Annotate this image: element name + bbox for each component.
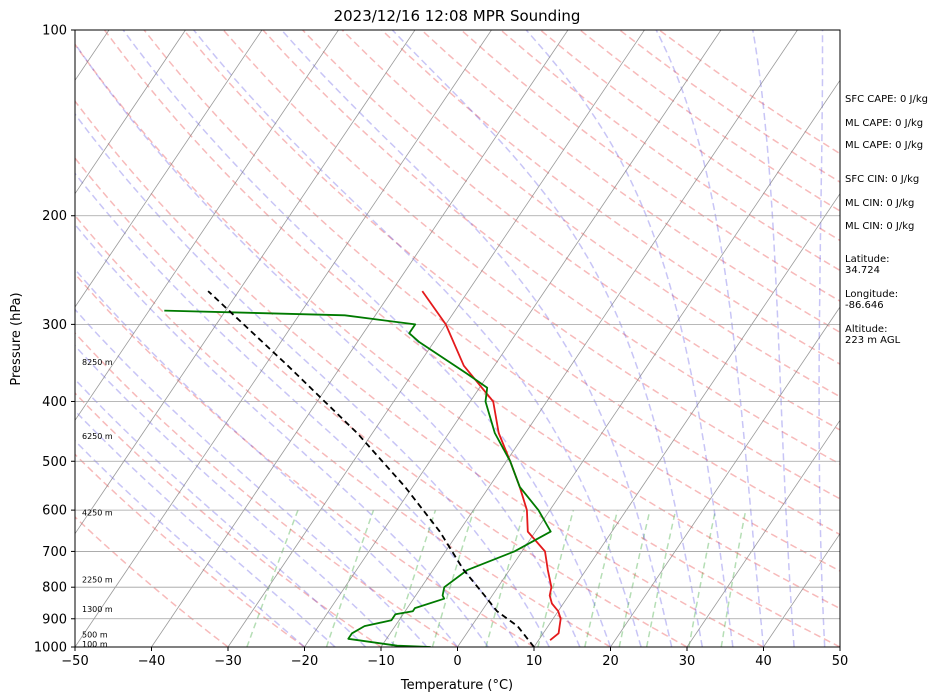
moist-adiabat (75, 409, 336, 647)
dry-adiabat (75, 156, 688, 647)
chart-title: 2023/12/16 12:08 MPR Sounding (334, 7, 581, 25)
y-tick-label: 700 (42, 545, 67, 560)
dry-adiabat (75, 99, 764, 647)
x-tick-label: 10 (526, 654, 543, 669)
y-axis: 100 200 300 400 500 600 700 800 900 1000 (34, 24, 75, 656)
info-label: Latitude: (845, 254, 890, 265)
info-value: -86.646 (845, 300, 884, 311)
isotherm-line (75, 30, 263, 308)
x-axis-title: Temperature (°C) (400, 678, 513, 693)
isotherm-line (533, 192, 840, 647)
dry-adiabat (75, 43, 840, 647)
x-tick-label: 40 (755, 654, 772, 669)
x-tick-label: −30 (214, 654, 241, 669)
x-tick-label: −50 (61, 654, 88, 669)
isotherm-line (686, 419, 840, 647)
isotherm-line (75, 30, 339, 422)
dry-adiabat (103, 30, 840, 610)
dry-adiabat (75, 214, 611, 647)
dry-adiabat (222, 30, 840, 500)
isotherm-line (380, 30, 798, 647)
altitude-label: 4250 m (82, 508, 113, 517)
dry-adiabat (75, 331, 458, 647)
moist-adiabat (818, 30, 826, 647)
info-panel: SFC CAPE: 0 J/kg ML CAPE: 0 J/kg ML CAPE: … (845, 94, 928, 346)
dry-adiabat (75, 453, 305, 647)
moist-adiabat (75, 42, 581, 647)
moist-adiabat (391, 30, 704, 647)
y-tick-label: 600 (42, 504, 67, 519)
moist-adiabat (75, 268, 459, 647)
moist-adiabat (281, 30, 673, 647)
dry-adiabat (143, 30, 840, 572)
altitude-label: 100 m (82, 640, 108, 649)
y-tick-label: 100 (42, 24, 67, 39)
info-value: 34.724 (845, 265, 880, 276)
info-label: Longitude: (845, 289, 898, 300)
y-tick-label: 300 (42, 318, 67, 333)
y-tick-label: 900 (42, 612, 67, 627)
isotherm-line (75, 30, 186, 195)
info-label: SFC CAPE: 0 J/kg (845, 94, 928, 105)
altitude-label: 1300 m (82, 605, 113, 614)
info-label: Altitude: (845, 324, 887, 335)
moist-adiabat (75, 112, 550, 647)
info-value: 223 m AGL (845, 335, 901, 346)
isotherm-line (75, 30, 416, 535)
isotherm-line (304, 30, 722, 647)
isotherm-line (75, 30, 492, 647)
y-tick-label: 400 (42, 395, 67, 410)
moist-adiabat (122, 30, 612, 647)
x-tick-label: 20 (602, 654, 619, 669)
y-tick-label: 800 (42, 581, 67, 596)
moist-adiabat (75, 439, 305, 647)
y-tick-label: 200 (42, 209, 67, 224)
x-tick-label: 30 (679, 654, 696, 669)
info-label: SFC CIN: 0 J/kg (845, 174, 919, 185)
info-label: ML CAPE: 0 J/kg (845, 118, 923, 129)
info-label: ML CIN: 0 J/kg (845, 221, 914, 232)
isotherm-line (227, 30, 645, 647)
mixing-ratio-line (537, 509, 575, 647)
x-tick-label: 50 (832, 654, 849, 669)
mixing-ratio-line (645, 509, 677, 647)
dry-adiabat (183, 30, 840, 536)
info-label: ML CIN: 0 J/kg (845, 198, 914, 209)
info-label: ML CAPE: 0 J/kg (845, 140, 923, 151)
parcel-profile-line (207, 290, 535, 647)
isotherm-line (763, 532, 840, 647)
dewpoint-profile-line (164, 309, 552, 647)
y-axis-title: Pressure (hPa) (9, 292, 24, 385)
isotherm-line (151, 30, 569, 647)
dry-adiabat (75, 272, 535, 647)
x-tick-label: −40 (138, 654, 165, 669)
x-tick-label: −20 (291, 654, 318, 669)
moist-adiabat (525, 30, 734, 647)
temperature-profile-line (421, 290, 562, 641)
altitude-label: 2250 m (82, 576, 113, 585)
altitude-label: 500 m (82, 631, 108, 640)
moist-adiabat (75, 308, 428, 647)
isotherm-line (610, 306, 840, 647)
moist-adiabat (752, 30, 795, 647)
moist-adiabat (193, 30, 642, 647)
y-tick-label: 1000 (34, 641, 67, 656)
altitude-label: 6250 m (82, 432, 113, 441)
dry-adiabat (75, 515, 229, 647)
x-tick-label: −10 (367, 654, 394, 669)
altitude-label: 8250 m (82, 358, 113, 367)
y-tick-label: 500 (42, 455, 67, 470)
plot-area (75, 30, 840, 647)
x-axis: −50 −40 −30 −20 −10 0 10 20 30 40 50 (61, 647, 848, 669)
moist-adiabat (655, 30, 765, 647)
x-tick-label: 0 (453, 654, 461, 669)
